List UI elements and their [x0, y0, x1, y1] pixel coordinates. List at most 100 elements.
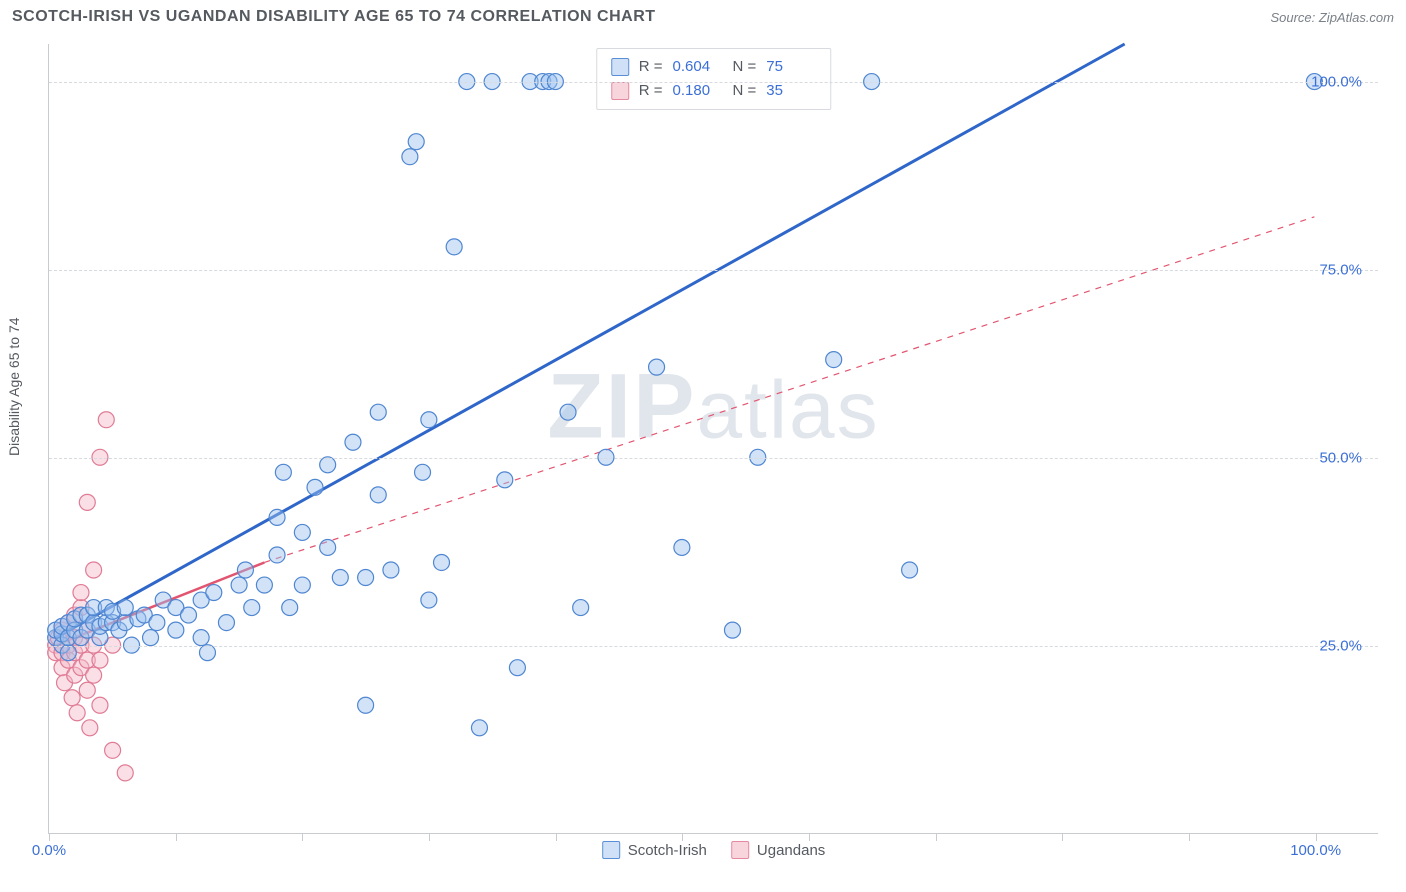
- scatter-point: [256, 577, 272, 593]
- scatter-point: [149, 615, 165, 631]
- legend-row-scotch-irish: R = 0.604 N = 75: [611, 55, 817, 79]
- x-tick: [1062, 833, 1063, 841]
- scatter-point: [509, 660, 525, 676]
- scatter-point: [168, 622, 184, 638]
- scatter-point: [573, 600, 589, 616]
- scatter-point: [193, 630, 209, 646]
- scatter-point: [92, 697, 108, 713]
- chart-title: SCOTCH-IRISH VS UGANDAN DISABILITY AGE 6…: [12, 8, 656, 26]
- x-tick: [429, 833, 430, 841]
- scatter-point: [402, 149, 418, 165]
- scatter-point: [86, 667, 102, 683]
- scatter-point: [244, 600, 260, 616]
- r-label: R =: [639, 55, 663, 79]
- chart-header: SCOTCH-IRISH VS UGANDAN DISABILITY AGE 6…: [0, 0, 1406, 30]
- scatter-point: [86, 562, 102, 578]
- gridline: [49, 270, 1378, 271]
- x-tick: [682, 833, 683, 841]
- y-tick-label: 100.0%: [1311, 73, 1362, 90]
- scatter-point: [60, 645, 76, 661]
- trend-line-dash-ugandans: [264, 217, 1314, 563]
- scatter-point: [79, 494, 95, 510]
- x-tick: [936, 833, 937, 841]
- n-label: N =: [733, 55, 757, 79]
- x-tick-label: 100.0%: [1290, 842, 1341, 859]
- legend-label-scotch-irish: Scotch-Irish: [628, 842, 707, 859]
- scatter-point: [434, 554, 450, 570]
- gridline: [49, 458, 1378, 459]
- scatter-point: [73, 585, 89, 601]
- scatter-point: [320, 457, 336, 473]
- gridline: [49, 646, 1378, 647]
- scatter-point: [471, 720, 487, 736]
- chart-area: Disability Age 65 to 74 ZIPatlas R = 0.6…: [0, 36, 1406, 856]
- legend-label-ugandans: Ugandans: [757, 842, 825, 859]
- scatter-point: [64, 690, 80, 706]
- scatter-point: [206, 585, 222, 601]
- scatter-point: [446, 239, 462, 255]
- legend-correlation: R = 0.604 N = 75 R = 0.180 N = 35: [596, 48, 832, 110]
- scatter-point: [345, 434, 361, 450]
- legend-series: Scotch-Irish Ugandans: [602, 841, 826, 859]
- scatter-point: [79, 682, 95, 698]
- y-tick-label: 50.0%: [1319, 449, 1362, 466]
- r-value-scotch-irish: 0.604: [673, 55, 723, 79]
- scatter-point: [307, 479, 323, 495]
- scatter-point: [275, 464, 291, 480]
- scatter-point: [92, 652, 108, 668]
- scatter-point: [560, 404, 576, 420]
- scatter-point: [294, 524, 310, 540]
- scatter-point: [117, 765, 133, 781]
- x-tick-label: 0.0%: [32, 842, 66, 859]
- source-name: ZipAtlas.com: [1319, 10, 1394, 25]
- scatter-point: [724, 622, 740, 638]
- scatter-point: [370, 487, 386, 503]
- scatter-point: [415, 464, 431, 480]
- x-tick: [556, 833, 557, 841]
- plot-svg: [49, 44, 1378, 833]
- scatter-point: [199, 645, 215, 661]
- scatter-point: [143, 630, 159, 646]
- scatter-point: [332, 570, 348, 586]
- swatch-scotch-irish: [611, 58, 629, 76]
- source-attribution: Source: ZipAtlas.com: [1270, 10, 1394, 25]
- scatter-point: [181, 607, 197, 623]
- swatch-ugandans: [731, 841, 749, 859]
- n-value-scotch-irish: 75: [766, 55, 816, 79]
- scatter-point: [674, 539, 690, 555]
- scatter-point: [269, 509, 285, 525]
- scatter-point: [358, 570, 374, 586]
- scatter-point: [82, 720, 98, 736]
- scatter-point: [421, 592, 437, 608]
- source-prefix: Source:: [1270, 10, 1318, 25]
- trend-line-scotch-irish: [56, 44, 1125, 638]
- scatter-point: [269, 547, 285, 563]
- scatter-point: [370, 404, 386, 420]
- scatter-point: [826, 352, 842, 368]
- scatter-point: [69, 705, 85, 721]
- y-axis-label: Disability Age 65 to 74: [6, 317, 22, 456]
- swatch-ugandans: [611, 82, 629, 100]
- scatter-point: [117, 600, 133, 616]
- scatter-point: [358, 697, 374, 713]
- x-tick: [302, 833, 303, 841]
- x-tick: [176, 833, 177, 841]
- y-tick-label: 75.0%: [1319, 261, 1362, 278]
- scatter-point: [408, 134, 424, 150]
- scatter-point: [649, 359, 665, 375]
- x-tick: [49, 833, 50, 841]
- x-tick: [1316, 833, 1317, 841]
- scatter-point: [421, 412, 437, 428]
- scatter-point: [218, 615, 234, 631]
- scatter-point: [902, 562, 918, 578]
- scatter-point: [383, 562, 399, 578]
- x-tick: [1189, 833, 1190, 841]
- swatch-scotch-irish: [602, 841, 620, 859]
- scatter-point: [231, 577, 247, 593]
- scatter-point: [105, 742, 121, 758]
- scatter-point: [98, 412, 114, 428]
- scatter-point: [497, 472, 513, 488]
- scatter-point: [320, 539, 336, 555]
- gridline: [49, 82, 1378, 83]
- y-tick-label: 25.0%: [1319, 637, 1362, 654]
